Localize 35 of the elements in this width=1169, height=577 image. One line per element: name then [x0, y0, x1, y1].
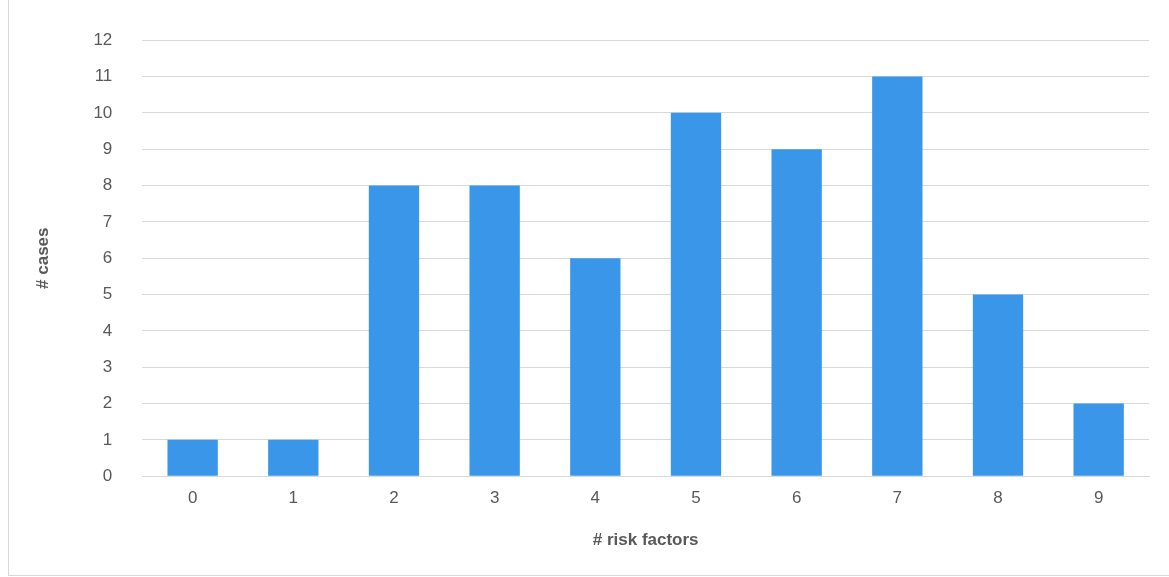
x-tick-label: 3 [489, 488, 500, 508]
y-tick-label: 0 [102, 465, 113, 485]
y-tick-label: 3 [102, 356, 113, 376]
y-tick-label: 7 [102, 211, 113, 231]
y-tick-label: 5 [102, 284, 113, 304]
x-tick-label: 0 [187, 488, 198, 508]
bar [771, 149, 822, 476]
x-tick-label: 4 [590, 488, 601, 508]
x-tick-label: 2 [389, 488, 399, 508]
y-axis-title: # cases [32, 227, 52, 289]
x-tick-label: 5 [691, 488, 701, 508]
bar [570, 258, 621, 476]
y-tick-label: 4 [102, 320, 113, 340]
bar [670, 112, 722, 476]
bar [1073, 403, 1124, 476]
x-tick-label: 6 [791, 488, 802, 508]
bar [872, 76, 923, 476]
y-tick-label: 9 [102, 138, 113, 158]
bar [972, 294, 1024, 476]
bar [368, 185, 420, 476]
y-tick-label: 2 [102, 393, 113, 413]
y-tick-label: 12 [93, 29, 113, 49]
y-tick-label: 11 [94, 66, 113, 86]
x-tick-label: 1 [288, 488, 299, 508]
y-tick-label: 10 [93, 102, 113, 122]
bar [469, 185, 520, 476]
y-tick-label: 8 [102, 175, 113, 195]
x-tick-label: 8 [993, 488, 1003, 508]
bar [167, 439, 218, 476]
bar [268, 439, 319, 476]
y-tick-label: 6 [102, 247, 113, 267]
x-tick-label: 7 [892, 488, 903, 508]
x-tick-label: 9 [1093, 488, 1104, 508]
x-axis-title: # risk factors [592, 530, 699, 550]
y-tick-label: 1 [102, 429, 113, 449]
